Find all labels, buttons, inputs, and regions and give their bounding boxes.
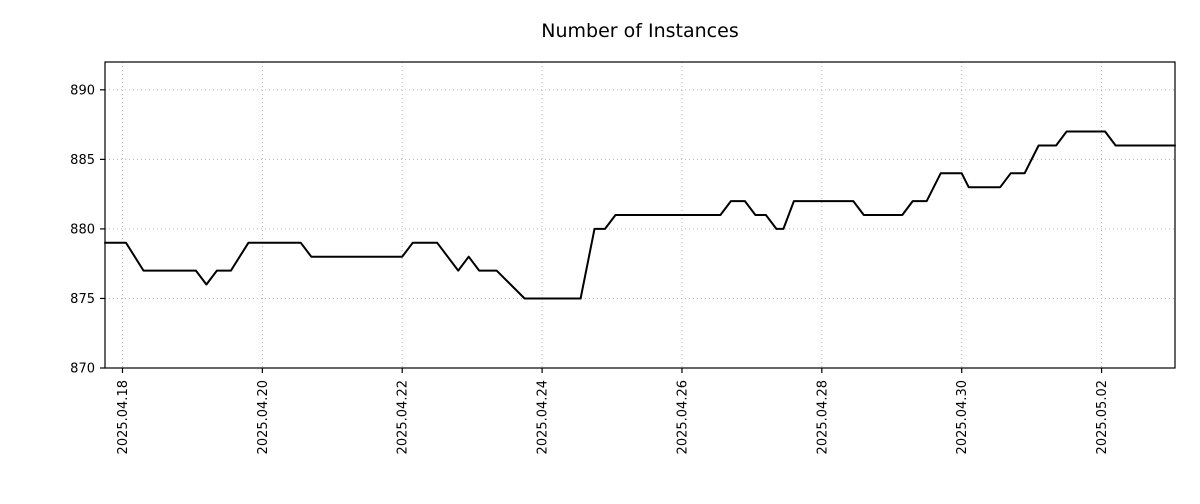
chart-title: Number of Instances [541,20,738,42]
y-tick-label: 875 [70,292,95,307]
x-tick-label: 2025.04.22 [396,380,411,454]
y-tick-label: 885 [70,153,95,168]
x-tick-label: 2025.04.24 [536,380,551,454]
y-tick-label: 890 [70,83,95,98]
x-tick-label: 2025.04.20 [256,380,271,454]
x-tick-label: 2025.04.26 [675,380,690,454]
y-tick-label: 880 [70,222,95,237]
y-tick-label: 870 [70,362,95,377]
x-tick-label: 2025.04.28 [815,380,830,454]
x-tick-label: 2025.04.18 [116,380,131,454]
y-axis: 870 875 880 885 890 [70,83,105,377]
plot-border [104,61,1176,369]
x-tick-label: 2025.05.02 [1095,380,1110,454]
series-line [104,130,1176,300]
x-tick-label: 2025.04.30 [955,380,970,454]
x-axis: 2025.04.18 2025.04.20 2025.04.22 2025.04.24… [116,368,1110,454]
